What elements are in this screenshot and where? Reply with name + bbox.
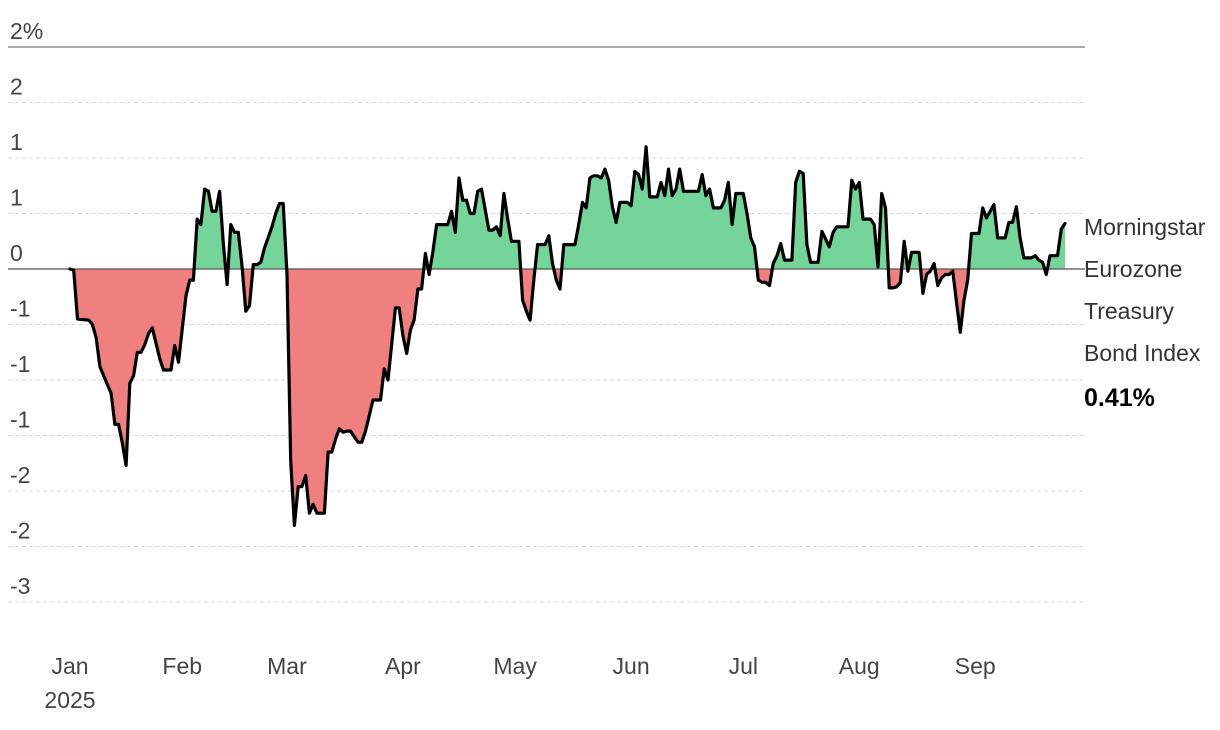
- x-tick-sublabel: 2025: [44, 687, 95, 713]
- series-name-line: Eurozone: [1084, 256, 1182, 282]
- y-tick-label: -1: [10, 407, 30, 433]
- positive-area: [561, 146, 757, 269]
- x-tick-label: Apr: [385, 653, 421, 679]
- x-tick-label: Mar: [267, 653, 307, 679]
- y-tick-label: 0: [10, 240, 23, 266]
- x-tick-label: Feb: [162, 653, 202, 679]
- x-tick-label: May: [493, 653, 537, 679]
- positive-area: [430, 178, 521, 269]
- negative-area: [520, 269, 535, 321]
- x-tick-label: Sep: [955, 653, 996, 679]
- series-end-label: Morningstar Eurozone Treasury Bond Index 0.4…: [1084, 214, 1206, 412]
- y-tick-label: -2: [10, 518, 30, 544]
- series-name-line: Bond Index: [1084, 340, 1201, 366]
- negative-area: [286, 269, 424, 526]
- x-tick-label: Aug: [839, 653, 880, 679]
- y-tick-label: 1: [10, 129, 23, 155]
- y-tick-label: 2: [10, 74, 23, 100]
- series-name-line: Morningstar: [1084, 214, 1206, 240]
- series-line: [68, 145, 1067, 527]
- series-final-value: 0.41%: [1084, 384, 1155, 412]
- x-tick-label: Jan: [51, 653, 88, 679]
- y-tick-label: -2: [10, 462, 30, 488]
- series-name-line: Treasury: [1084, 298, 1174, 324]
- y-tick-label: -1: [10, 351, 30, 377]
- y-tick-label: -3: [10, 573, 30, 599]
- y-tick-label: -1: [10, 296, 30, 322]
- x-tick-label: Jun: [613, 653, 650, 679]
- y-tick-label: 2%: [10, 18, 43, 44]
- x-tick-label: Jul: [729, 653, 758, 679]
- y-tick-label: 1: [10, 185, 23, 211]
- y-axis-labels: 2% 2 1 1 0 -1 -1 -1 -2 -2 -3: [10, 18, 43, 599]
- x-axis-labels: Jan 2025 Feb Mar Apr May Jun Jul Aug Sep: [44, 653, 995, 713]
- negative-area: [935, 269, 969, 333]
